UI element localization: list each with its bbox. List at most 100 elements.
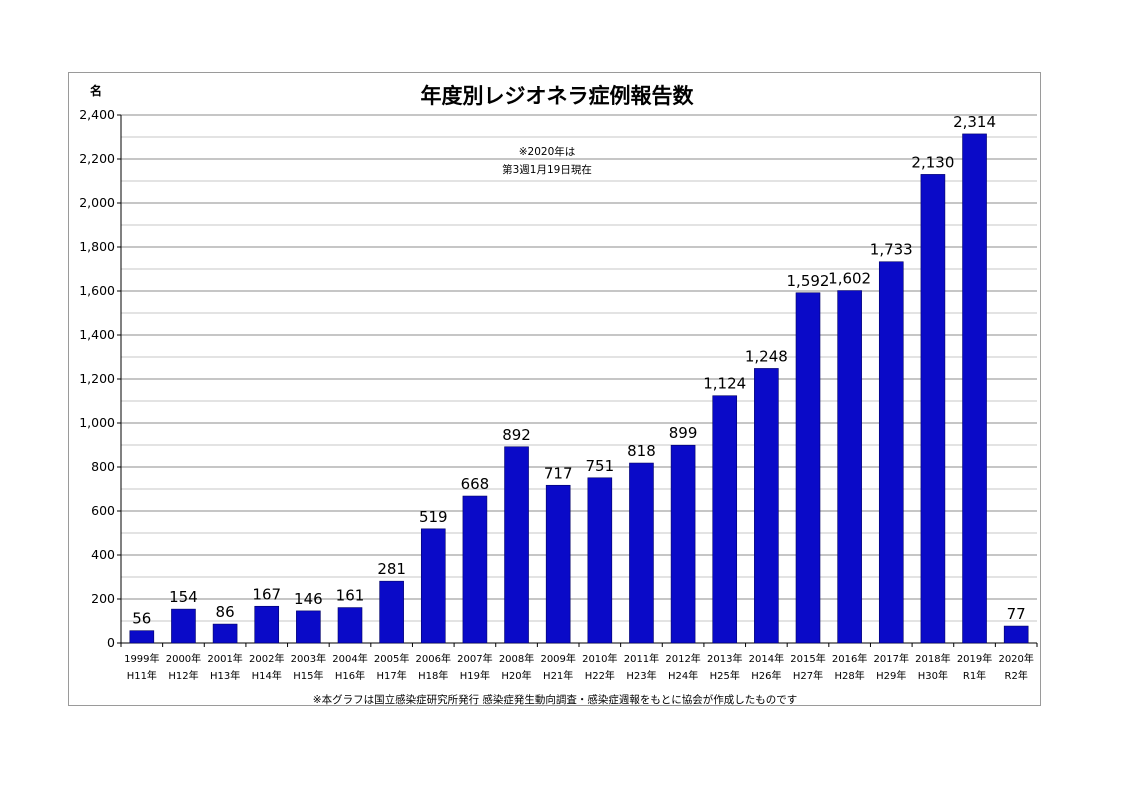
x-tick-label-year: 1999年 xyxy=(124,652,159,665)
y-tick-label: 200 xyxy=(91,591,115,606)
x-tick-label-era: H25年 xyxy=(710,669,740,682)
bar xyxy=(171,608,196,644)
data-labels: 56 154 86 167 146 161 281 519 668 892 717 751 818 899… xyxy=(132,113,1025,628)
y-tick-label: 2,400 xyxy=(79,107,115,122)
x-tick-label-year: 2002年 xyxy=(249,652,284,665)
bars xyxy=(129,133,1029,644)
x-tick-label-year: 2001年 xyxy=(207,652,242,665)
data-label: 86 xyxy=(216,603,235,621)
bar xyxy=(670,444,696,644)
y-tick-label: 1,800 xyxy=(79,239,115,254)
x-tick-label-era: H26年 xyxy=(751,669,781,682)
y-tick-label: 400 xyxy=(91,547,115,562)
data-label: 146 xyxy=(294,590,323,608)
x-tick-label-era: H28年 xyxy=(835,669,865,682)
x-tick-label-era: H24年 xyxy=(668,669,698,682)
bar xyxy=(920,174,946,644)
y-axis-unit-label: 名 xyxy=(90,83,102,98)
x-tick-label-year: 2018年 xyxy=(915,652,950,665)
x-tick-label-era: H19年 xyxy=(460,669,490,682)
x-tick-label-era: R1年 xyxy=(963,669,986,682)
x-tick-label-year: 2019年 xyxy=(957,652,992,665)
y-tick-label: 1,000 xyxy=(79,415,115,430)
bar xyxy=(962,133,987,644)
x-tick-label-year: 2005年 xyxy=(374,652,409,665)
data-label: 751 xyxy=(585,457,614,475)
bar xyxy=(462,495,488,644)
y-tick-label: 1,200 xyxy=(79,371,115,386)
data-label: 161 xyxy=(336,587,365,605)
data-label: 2,130 xyxy=(911,153,954,171)
x-tick-label-year: 2013年 xyxy=(707,652,742,665)
data-label: 2,314 xyxy=(953,113,996,131)
data-label: 281 xyxy=(377,560,406,578)
bar xyxy=(712,395,738,644)
x-tick-label-era: H18年 xyxy=(418,669,448,682)
data-label: 519 xyxy=(419,508,448,526)
x-tick-label-era: H21年 xyxy=(543,669,573,682)
x-tick-label-year: 2004年 xyxy=(332,652,367,665)
data-label: 1,248 xyxy=(745,347,788,365)
x-tick-label-era: H17年 xyxy=(377,669,407,682)
bar xyxy=(545,484,571,644)
x-tick-label-year: 2011年 xyxy=(624,652,659,665)
chart-frame: 年度別レジオネラ症例報告数 名 ※2020年は 第3週1月19日現在 ※本グラフ… xyxy=(68,72,1041,706)
bar xyxy=(379,580,404,644)
x-tick-label-year: 2006年 xyxy=(416,652,451,665)
x-tick-label-year: 2008年 xyxy=(499,652,534,665)
data-label: 1,602 xyxy=(828,270,871,288)
x-tick-label-era: H12年 xyxy=(168,669,198,682)
bar xyxy=(212,623,238,644)
x-tick-label-year: 2012年 xyxy=(665,652,700,665)
bar xyxy=(587,477,613,644)
y-tick-label: 0 xyxy=(107,635,115,650)
data-label: 892 xyxy=(502,426,531,444)
annotation-line-2: 第3週1月19日現在 xyxy=(502,163,592,176)
x-tick-label-year: 2010年 xyxy=(582,652,617,665)
bar xyxy=(837,290,862,644)
x-tick-label-era: H13年 xyxy=(210,669,240,682)
bar xyxy=(1003,625,1029,644)
bar-chart: 年度別レジオネラ症例報告数 名 ※2020年は 第3週1月19日現在 ※本グラフ… xyxy=(79,83,1038,706)
x-tick-label-era: H27年 xyxy=(793,669,823,682)
data-label: 717 xyxy=(544,464,573,482)
x-tick-label-year: 2014年 xyxy=(749,652,784,665)
data-label: 154 xyxy=(169,588,198,606)
y-tick-label: 800 xyxy=(91,459,115,474)
x-tick-label-year: 2009年 xyxy=(540,652,575,665)
bar xyxy=(420,528,446,644)
x-tick-label-era: H14年 xyxy=(252,669,282,682)
y-tick-label: 600 xyxy=(91,503,115,518)
bar xyxy=(504,446,529,644)
y-tick-label: 1,400 xyxy=(79,327,115,342)
data-label: 668 xyxy=(461,475,490,493)
y-tick-label: 2,000 xyxy=(79,195,115,210)
x-tick-label-era: H11年 xyxy=(127,669,157,682)
chart-footer-note: ※本グラフは国立感染症研究所発行 感染症発生動向調査・感染症週報をもとに協会が作… xyxy=(313,693,797,706)
bar xyxy=(296,610,321,644)
data-label: 77 xyxy=(1007,605,1026,623)
data-label: 818 xyxy=(627,442,656,460)
bar xyxy=(129,630,155,644)
bar xyxy=(254,605,280,644)
bar xyxy=(337,607,363,644)
x-tick-label-year: 2003年 xyxy=(291,652,326,665)
bar xyxy=(754,368,779,644)
x-tick-label-year: 2017年 xyxy=(874,652,909,665)
x-tick-label-era: H15年 xyxy=(293,669,323,682)
x-tick-label-era: H20年 xyxy=(501,669,531,682)
bar xyxy=(629,462,654,644)
x-tick-label-year: 2015年 xyxy=(790,652,825,665)
data-label: 1,124 xyxy=(703,375,746,393)
x-tick-label-era: H30年 xyxy=(918,669,948,682)
data-label: 899 xyxy=(669,424,698,442)
bar xyxy=(795,292,821,644)
data-label: 56 xyxy=(132,610,151,628)
y-tick-label: 1,600 xyxy=(79,283,115,298)
tick-labels: 0 200 400 600 800 1,000 1,200 1,400 1,600 1,800 2,… xyxy=(79,107,1034,682)
y-tick-label: 2,200 xyxy=(79,151,115,166)
data-label: 1,592 xyxy=(787,272,830,290)
x-tick-label-year: 2020年 xyxy=(998,652,1033,665)
x-tick-label-era: H23年 xyxy=(626,669,656,682)
data-label: 167 xyxy=(252,585,281,603)
